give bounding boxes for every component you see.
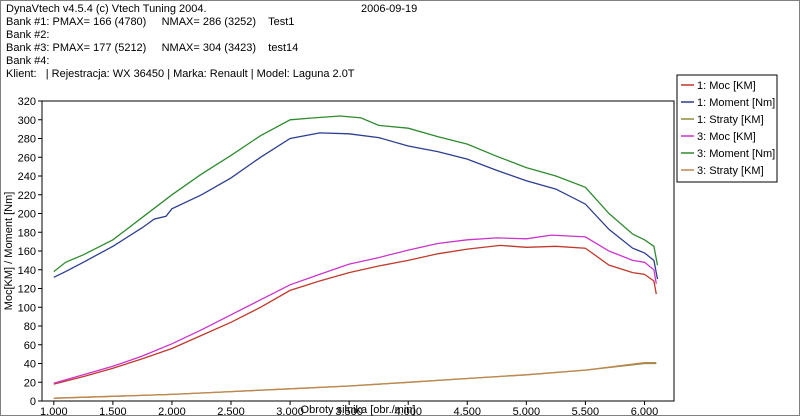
y-tick-label: 0	[30, 396, 36, 408]
series-line-2	[53, 132, 659, 280]
x-tick-label: 5.000	[513, 406, 541, 416]
series-lines	[53, 115, 659, 399]
x-tick-label: 2.500	[217, 406, 245, 416]
x-tick-label: 1.000	[40, 406, 68, 416]
legend: 1: Moc [KM] 1: Moment [Nm] 1: Straty [KM] 3…	[676, 74, 778, 183]
x-tick-label: 5.500	[572, 406, 600, 416]
series-line-5	[53, 115, 659, 273]
x-tick-label: 3.500	[335, 406, 363, 416]
y-tick-label: 100	[18, 302, 36, 314]
legend-entry: 3: Moc [KM]	[697, 131, 756, 143]
y-tick-label: 40	[24, 359, 36, 371]
client-info: Klient: | Rejestracja: WX 36450 | Marka:…	[6, 68, 355, 80]
y-tick-label: 320	[18, 96, 36, 108]
app-title: DynaVtech v4.5.4 (c) Vtech Tuning 2004.	[6, 3, 207, 15]
y-tick-label: 180	[18, 227, 36, 239]
y-tick-label: 80	[24, 321, 36, 333]
series-line-1	[53, 244, 657, 385]
y-tick-label: 220	[18, 190, 36, 202]
y-tick-label: 160	[18, 246, 36, 258]
bank-1-summary: Bank #1: PMAX= 166 (4780) NMAX= 286 (325…	[6, 16, 295, 28]
legend-entry: 1: Moc [KM]	[697, 80, 756, 92]
series-line-6	[53, 361, 657, 399]
plot-area	[41, 100, 675, 402]
y-tick-label: 200	[18, 209, 36, 221]
test-date: 2006-09-19	[361, 3, 418, 15]
y-axis-label: Moc[KM] / Moment [Nm]	[3, 192, 15, 311]
x-tick-label: 4.000	[394, 406, 422, 416]
legend-box	[676, 74, 778, 183]
x-tick-label: 6.000	[631, 406, 659, 416]
y-tick-label: 260	[18, 152, 36, 164]
legend-entry: 3: Straty [KM]	[697, 165, 764, 177]
bank-4-summary: Bank #4:	[6, 55, 50, 67]
y-tick-label: 280	[18, 134, 36, 146]
legend-entry: 1: Moment [Nm]	[697, 97, 775, 109]
bank-3-summary: Bank #3: PMAX= 177 (5212) NMAX= 304 (342…	[6, 42, 299, 54]
x-axis-label: Obroty silnika [obr./min]	[301, 404, 416, 416]
x-tick-label: 2.000	[158, 406, 186, 416]
x-tick-label: 4.500	[454, 406, 482, 416]
y-tick-label: 140	[18, 265, 36, 277]
y-tick-label: 20	[24, 377, 36, 389]
x-axis: 1.000 1.500 2.000 2.500 3.000 3.500 4.000 4.500…	[40, 401, 658, 416]
x-tick-label: 1.500	[99, 406, 127, 416]
y-tick-label: 240	[18, 171, 36, 183]
bank-2-summary: Bank #2:	[6, 29, 50, 41]
legend-entry: 1: Straty [KM]	[697, 114, 764, 126]
y-tick-label: 300	[18, 115, 36, 127]
series-line-4	[53, 234, 657, 384]
legend-entry: 3: Moment [Nm]	[697, 148, 775, 160]
x-tick-label: 3.000	[276, 406, 304, 416]
y-tick-label: 60	[24, 340, 36, 352]
y-tick-label: 120	[18, 284, 36, 296]
y-axis: 0 20 40 60 80 100 120 140 160 180 200 220 240 260 280 3…	[18, 96, 42, 408]
